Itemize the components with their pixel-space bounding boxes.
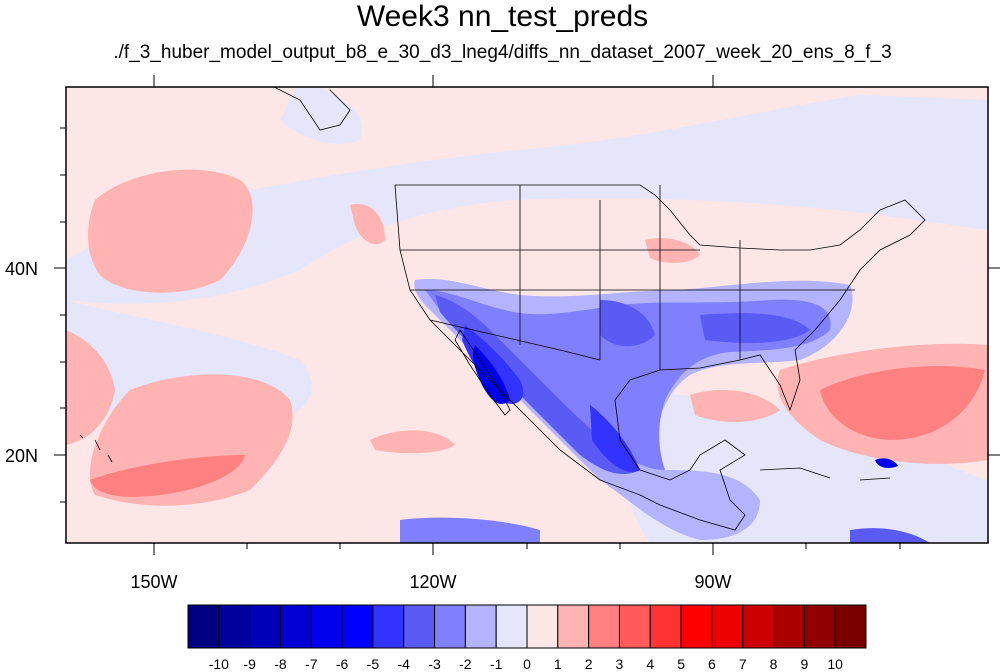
colorbar-swatch bbox=[310, 604, 343, 649]
colorbar-swatch bbox=[279, 604, 312, 649]
contour-band bbox=[645, 238, 700, 263]
colorbar-swatch bbox=[464, 604, 497, 649]
colorbar-label: 0 bbox=[523, 656, 531, 672]
colorbar-label: -4 bbox=[398, 656, 411, 672]
coastlines bbox=[79, 87, 926, 531]
colorbar-swatch bbox=[434, 604, 466, 649]
colorbar-swatch bbox=[711, 604, 744, 649]
colorbar-label: 7 bbox=[739, 656, 747, 672]
contour-band bbox=[600, 300, 655, 347]
colorbar-swatch bbox=[588, 604, 620, 649]
map-subtitle: ./f_3_huber_model_output_b8_e_30_d3_lneg… bbox=[113, 42, 892, 63]
colorbar-label: 2 bbox=[585, 656, 593, 672]
colorbar: -10 -9 -8 -7 -6 -5 -4 -3 -2 -1 0 1 2 3 4 5 6 7 8 9 10 bbox=[187, 604, 867, 672]
colorbar-swatch bbox=[618, 604, 651, 649]
colorbar-swatch bbox=[218, 604, 251, 649]
map-panel bbox=[65, 86, 989, 544]
lon-tick-label: 150W bbox=[130, 572, 177, 592]
colorbar-swatch bbox=[187, 604, 220, 649]
colorbar-swatch bbox=[526, 604, 559, 649]
axis-ticks bbox=[54, 75, 1000, 555]
colorbar-label: -3 bbox=[428, 656, 441, 672]
contour-band bbox=[400, 517, 540, 543]
colorbar-swatch bbox=[372, 604, 405, 649]
colorbar-swatch bbox=[803, 604, 836, 649]
colorbar-label: 5 bbox=[677, 656, 685, 672]
colorbar-label: -5 bbox=[367, 656, 380, 672]
contour-band bbox=[90, 455, 245, 497]
colorbar-swatch bbox=[649, 604, 682, 649]
colorbar-swatch bbox=[341, 604, 374, 649]
contour-band bbox=[350, 204, 385, 245]
colorbar-label: 1 bbox=[554, 656, 562, 672]
contour-band bbox=[590, 405, 640, 472]
contour-band bbox=[850, 528, 930, 543]
colorbar-swatch bbox=[557, 604, 590, 649]
colorbar-label: -10 bbox=[209, 656, 229, 672]
contour-band bbox=[66, 95, 988, 304]
lat-tick-label: 20N bbox=[5, 446, 38, 466]
lon-tick-label: 90W bbox=[694, 572, 731, 592]
colorbar-label: -2 bbox=[459, 656, 472, 672]
colorbar-swatch bbox=[773, 604, 805, 649]
colorbar-swatch bbox=[495, 604, 528, 649]
lon-tick-label: 120W bbox=[409, 572, 456, 592]
colorbar-swatch bbox=[249, 604, 281, 649]
contour-band bbox=[700, 313, 810, 343]
contour-band bbox=[66, 330, 115, 445]
contour-band bbox=[690, 390, 780, 422]
map-title: Week3 nn_test_preds bbox=[356, 0, 649, 33]
colorbar-swatch bbox=[834, 604, 867, 649]
colorbar-label: -7 bbox=[305, 656, 318, 672]
contour-band bbox=[88, 169, 253, 293]
colorbar-label: 4 bbox=[646, 656, 654, 672]
colorbar-label: 6 bbox=[708, 656, 716, 672]
colorbar-swatch bbox=[403, 604, 436, 649]
lat-tick-label: 40N bbox=[5, 259, 38, 279]
colorbar-label: 3 bbox=[616, 656, 624, 672]
contour-band bbox=[435, 295, 640, 475]
contour-band bbox=[462, 325, 524, 404]
colorbar-swatch bbox=[742, 604, 775, 649]
contour-band bbox=[875, 458, 898, 468]
anomaly-contours bbox=[66, 87, 988, 543]
colorbar-swatch bbox=[680, 604, 713, 649]
colorbar-label: 10 bbox=[827, 656, 843, 672]
colorbar-label: 8 bbox=[770, 656, 778, 672]
colorbar-label: -1 bbox=[490, 656, 503, 672]
colorbar-label: -6 bbox=[336, 656, 349, 672]
contour-band bbox=[820, 366, 985, 440]
contour-band bbox=[370, 430, 455, 454]
colorbar-label: -8 bbox=[274, 656, 287, 672]
colorbar-label: -9 bbox=[243, 656, 256, 672]
contour-band bbox=[472, 345, 510, 405]
colorbar-label: 9 bbox=[800, 656, 808, 672]
